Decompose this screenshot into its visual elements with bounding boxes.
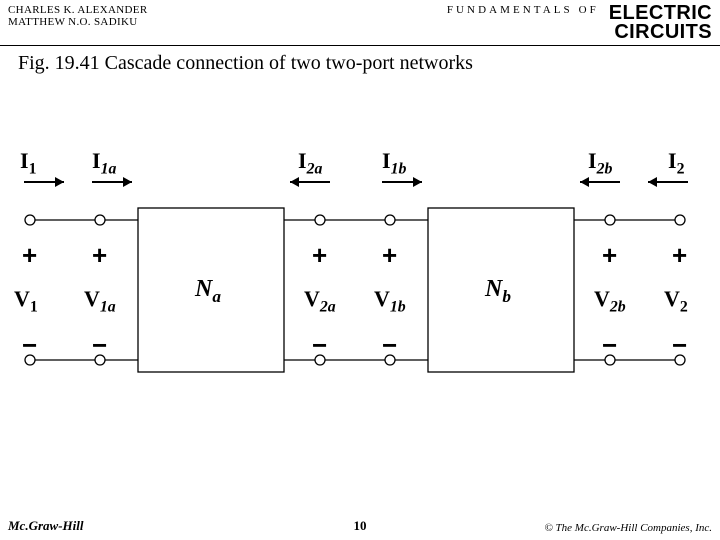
book-title: FUNDAMENTALS OF ELECTRIC CIRCUITS (447, 4, 712, 43)
subtitle: FUNDAMENTALS OF (447, 4, 599, 16)
network-label-b: Nb (485, 276, 511, 307)
label-I1: I1 (20, 148, 36, 178)
publisher: Mc.Graw-Hill (8, 518, 83, 534)
header: CHARLES K. ALEXANDER MATTHEW N.O. SADIKU… (0, 0, 720, 46)
label-I2b: I2b (588, 148, 612, 178)
plus-sign: + (22, 240, 37, 271)
label-I1b: I1b (382, 148, 406, 178)
title-block: ELECTRIC CIRCUITS (609, 4, 712, 42)
minus-sign: − (382, 330, 397, 361)
label-V2a: V2a (304, 286, 336, 316)
page-number: 10 (354, 518, 367, 534)
authors: CHARLES K. ALEXANDER MATTHEW N.O. SADIKU (8, 4, 148, 28)
label-V1b: V1b (374, 286, 406, 316)
minus-sign: − (602, 330, 617, 361)
minus-sign: − (22, 330, 37, 361)
label-V2: V2 (664, 286, 688, 316)
minus-sign: − (92, 330, 107, 361)
network-label-a: Na (195, 276, 221, 307)
label-V1a: V1a (84, 286, 116, 316)
copyright: © The Mc.Graw-Hill Companies, Inc. (544, 522, 712, 534)
plus-sign: + (92, 240, 107, 271)
plus-sign: + (602, 240, 617, 271)
circuit-diagram: I1 I1a I2a I1b I2b I2 V1 V1a V2a V1b V2b V2 Na Nb + − + −… (0, 130, 720, 410)
label-I2: I2 (668, 148, 684, 178)
minus-sign: − (312, 330, 327, 361)
label-I2a: I2a (298, 148, 322, 178)
plus-sign: + (382, 240, 397, 271)
minus-sign: − (672, 330, 687, 361)
plus-sign: + (672, 240, 687, 271)
label-V1: V1 (14, 286, 38, 316)
plus-sign: + (312, 240, 327, 271)
label-V2b: V2b (594, 286, 626, 316)
author-2: MATTHEW N.O. SADIKU (8, 16, 148, 28)
author-1: CHARLES K. ALEXANDER (8, 4, 148, 16)
label-I1a: I1a (92, 148, 116, 178)
title-line2: CIRCUITS (614, 21, 712, 43)
figure-caption: Fig. 19.41 Cascade connection of two two… (0, 46, 720, 75)
